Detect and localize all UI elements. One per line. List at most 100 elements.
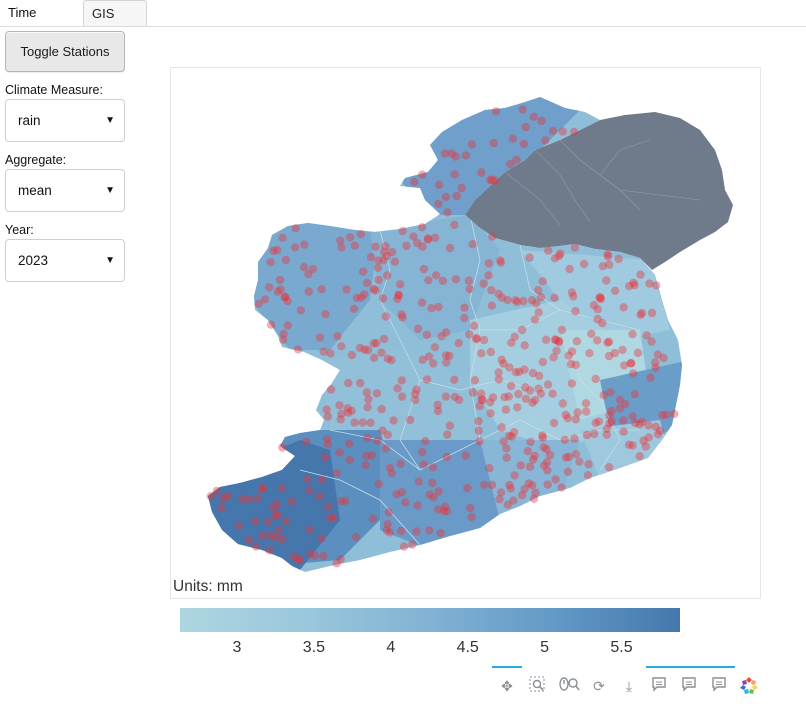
station-marker[interactable] [379, 334, 389, 344]
station-marker[interactable] [442, 452, 451, 462]
station-marker[interactable] [543, 466, 552, 475]
station-marker[interactable] [543, 380, 553, 389]
station-marker[interactable] [441, 328, 451, 337]
station-marker[interactable] [636, 310, 645, 319]
station-marker[interactable] [511, 296, 520, 305]
station-marker[interactable] [509, 428, 519, 437]
station-marker[interactable] [452, 191, 461, 201]
station-marker[interactable] [352, 293, 362, 303]
station-marker[interactable] [379, 256, 388, 265]
station-marker[interactable] [328, 513, 338, 523]
station-marker[interactable] [304, 270, 313, 279]
station-marker[interactable] [258, 484, 267, 494]
station-marker[interactable] [317, 475, 327, 484]
station-marker[interactable] [479, 335, 489, 345]
station-marker[interactable] [610, 286, 620, 295]
save-icon[interactable]: ⤓ [625, 678, 633, 694]
climate-measure-select[interactable]: rain ▼ [5, 99, 125, 142]
station-marker[interactable] [603, 252, 613, 261]
station-marker[interactable] [417, 223, 427, 232]
station-marker[interactable] [345, 233, 355, 242]
station-marker[interactable] [628, 330, 637, 339]
station-marker[interactable] [326, 385, 336, 394]
station-marker[interactable] [587, 329, 596, 338]
station-marker[interactable] [374, 480, 383, 489]
station-marker[interactable] [551, 475, 560, 484]
reset-icon[interactable]: ⟳ [593, 678, 605, 694]
station-marker[interactable] [422, 375, 432, 384]
station-marker[interactable] [470, 376, 480, 385]
station-marker[interactable] [460, 303, 469, 312]
station-marker[interactable] [378, 426, 387, 435]
station-marker[interactable] [598, 318, 607, 328]
station-marker[interactable] [397, 488, 407, 497]
station-marker[interactable] [332, 468, 341, 478]
station-marker[interactable] [388, 247, 397, 257]
station-marker[interactable] [280, 292, 289, 302]
station-marker[interactable] [418, 355, 427, 364]
station-marker[interactable] [355, 343, 365, 353]
station-marker[interactable] [500, 393, 509, 402]
station-marker[interactable] [484, 259, 493, 268]
station-marker[interactable] [381, 444, 390, 453]
station-marker[interactable] [278, 535, 287, 544]
station-marker[interactable] [513, 297, 522, 307]
station-marker[interactable] [605, 419, 614, 428]
station-marker[interactable] [499, 359, 508, 368]
station-marker[interactable] [383, 271, 392, 280]
station-marker[interactable] [525, 253, 534, 262]
station-marker[interactable] [496, 258, 506, 267]
station-marker[interactable] [521, 383, 530, 392]
station-marker[interactable] [238, 494, 247, 503]
station-marker[interactable] [535, 371, 544, 381]
station-marker[interactable] [356, 230, 365, 239]
station-marker[interactable] [641, 442, 650, 451]
station-marker[interactable] [419, 264, 429, 274]
box-zoom-icon[interactable] [527, 676, 547, 696]
station-marker[interactable] [398, 313, 407, 322]
station-marker[interactable] [371, 286, 380, 295]
station-marker[interactable] [530, 451, 539, 460]
station-marker[interactable] [595, 293, 604, 302]
station-marker[interactable] [273, 510, 283, 519]
station-marker[interactable] [561, 410, 570, 420]
station-marker[interactable] [564, 452, 573, 462]
station-marker[interactable] [496, 256, 505, 265]
station-marker[interactable] [323, 412, 332, 421]
station-marker[interactable] [387, 468, 396, 478]
station-marker[interactable] [635, 452, 644, 461]
station-marker[interactable] [582, 407, 591, 416]
station-marker[interactable] [646, 373, 655, 382]
station-marker[interactable] [371, 242, 380, 251]
station-marker[interactable] [369, 284, 379, 294]
station-marker[interactable] [509, 496, 518, 505]
station-marker[interactable] [283, 296, 292, 306]
station-marker[interactable] [514, 389, 523, 399]
station-marker[interactable] [571, 360, 580, 370]
station-marker[interactable] [484, 271, 493, 280]
station-marker[interactable] [281, 255, 290, 265]
station-marker[interactable] [541, 335, 551, 344]
station-marker[interactable] [281, 517, 291, 526]
station-marker[interactable] [548, 389, 557, 398]
station-marker[interactable] [477, 389, 486, 398]
station-marker[interactable] [437, 332, 446, 341]
station-marker[interactable] [347, 350, 357, 360]
station-marker[interactable] [421, 437, 430, 446]
station-marker[interactable] [479, 279, 488, 288]
station-marker[interactable] [272, 499, 281, 509]
station-marker[interactable] [427, 304, 436, 313]
station-marker[interactable] [428, 463, 438, 472]
station-marker[interactable] [503, 500, 513, 509]
station-marker[interactable] [557, 483, 566, 492]
station-marker[interactable] [363, 346, 373, 355]
station-marker[interactable] [337, 409, 346, 418]
station-marker[interactable] [543, 480, 552, 489]
station-marker[interactable] [436, 528, 445, 538]
station-marker[interactable] [399, 542, 409, 551]
station-marker[interactable] [572, 337, 582, 346]
station-marker[interactable] [461, 151, 471, 160]
station-marker[interactable] [468, 240, 477, 249]
station-marker[interactable] [429, 359, 438, 368]
station-marker[interactable] [591, 374, 600, 384]
